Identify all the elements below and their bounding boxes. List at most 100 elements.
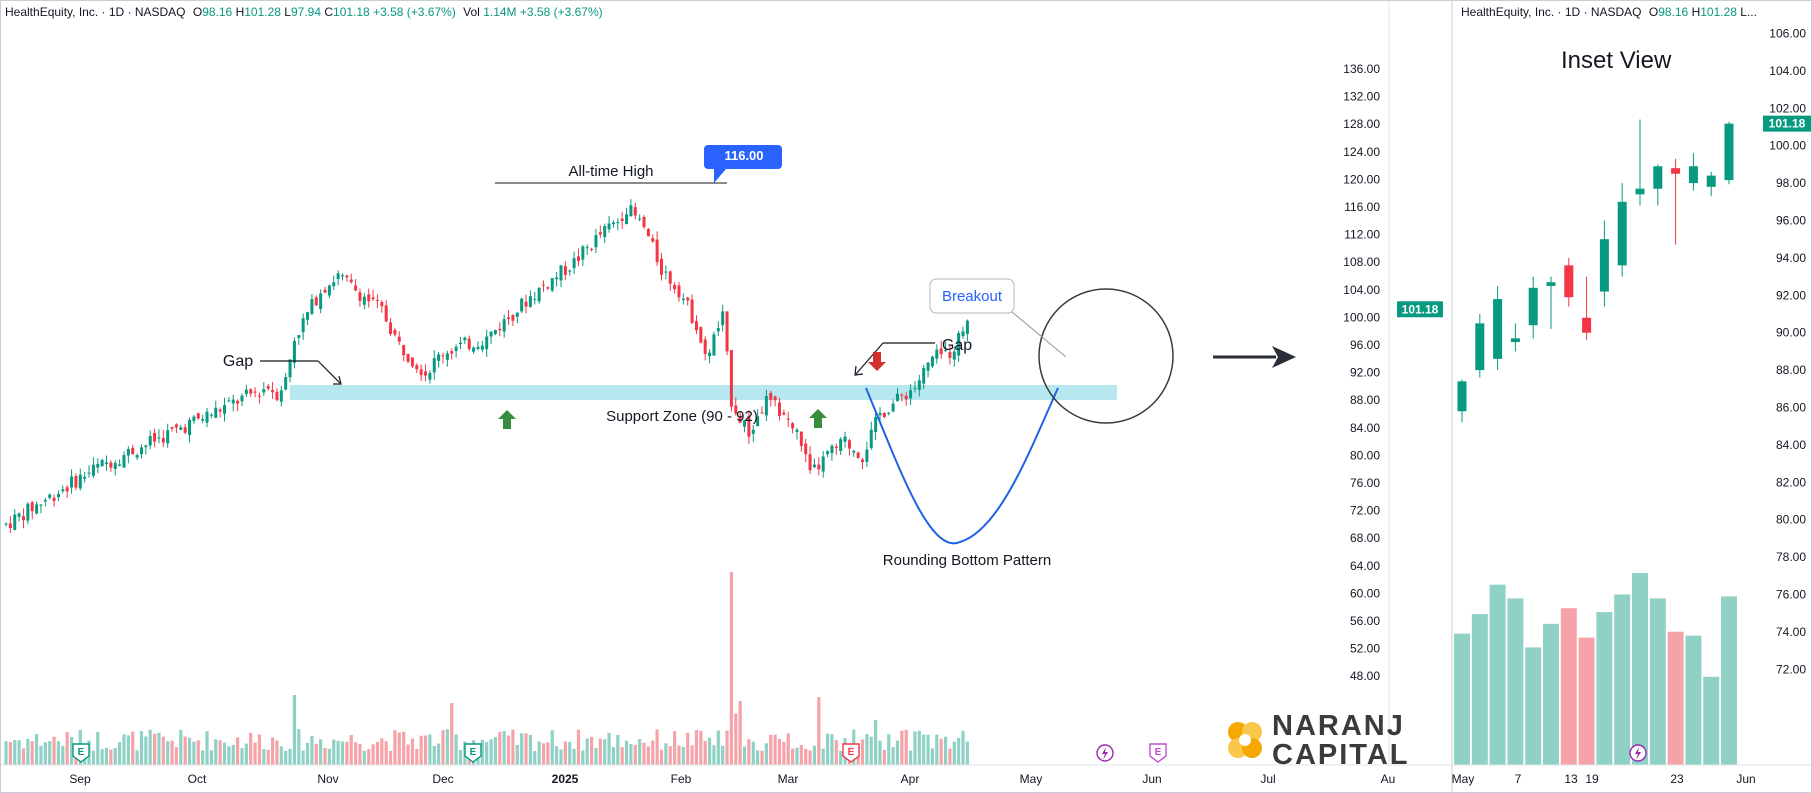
candle-body	[463, 337, 467, 341]
volume-bar	[485, 742, 489, 765]
candle-body	[603, 225, 607, 238]
y-tick-label: 60.00	[1350, 586, 1380, 600]
green-up-arrow	[809, 409, 827, 428]
candle-body	[590, 248, 594, 250]
last-price-tag	[1397, 301, 1443, 318]
candle-body	[367, 294, 371, 302]
candle-body	[402, 344, 406, 356]
candle-body	[581, 246, 585, 260]
volume-bar	[887, 734, 891, 765]
volume-bar	[297, 729, 301, 765]
volume-bar	[384, 741, 388, 765]
candle-body	[808, 454, 812, 471]
volume-bar	[812, 745, 817, 765]
candle-body	[48, 494, 52, 498]
volume-bar	[310, 736, 314, 765]
volume-bar	[629, 744, 633, 765]
candle-body	[533, 298, 537, 300]
volume-bar	[489, 739, 493, 765]
inset-candle-body	[1706, 175, 1716, 187]
volume-bar	[799, 744, 803, 765]
volume-bar	[616, 734, 620, 765]
volume-bar	[528, 734, 532, 765]
volume-bar	[279, 746, 283, 765]
candle-body	[166, 430, 170, 444]
inset-y-tick-label: 108.00	[1769, 0, 1806, 3]
candle-body	[253, 391, 257, 393]
volume-bar	[825, 733, 830, 765]
candle-body	[961, 331, 965, 337]
volume-bar	[690, 745, 694, 765]
volume-bar	[288, 748, 292, 765]
candle-body	[74, 476, 78, 488]
candle-body	[756, 416, 760, 427]
volume-bar	[319, 739, 323, 765]
badge-label: E	[848, 747, 855, 758]
volume-bar	[26, 738, 30, 765]
inset-volume-bar	[1649, 598, 1666, 765]
volume-bar	[721, 745, 725, 765]
inset-y-tick-label: 84.00	[1776, 438, 1806, 452]
volume-bar	[21, 748, 26, 765]
inset-last-price-label: 101.18	[1769, 117, 1806, 131]
volume-bar	[677, 745, 681, 765]
volume-bar	[694, 730, 699, 765]
candle-body	[568, 270, 572, 272]
volume-bar	[585, 738, 589, 765]
volume-bar	[209, 750, 213, 765]
volume-bar	[144, 736, 148, 765]
candle-body	[594, 235, 598, 248]
inset-candle-body	[1528, 287, 1538, 326]
inset-y-tick-label: 100.00	[1769, 139, 1806, 153]
volume-bar	[834, 739, 838, 765]
inset-candle-body	[1564, 265, 1574, 298]
candle-body	[895, 393, 899, 402]
badge-label: E	[78, 747, 85, 758]
y-tick-label: 136.00	[1343, 62, 1380, 76]
volume-bar	[275, 740, 279, 765]
candle-body	[738, 415, 742, 423]
candle-body	[78, 474, 82, 489]
x-tick-label: Jun	[1142, 772, 1161, 786]
candle-body	[926, 362, 930, 371]
inset-volume-bar	[1471, 614, 1488, 765]
candle-body	[559, 265, 563, 281]
inset-candles	[1457, 119, 1734, 423]
volume-bar	[4, 741, 8, 765]
volume-bar	[511, 729, 515, 765]
y-tick-label: 64.00	[1350, 559, 1380, 573]
candle-body	[445, 353, 449, 360]
candle-body	[244, 389, 248, 394]
candle-body	[257, 395, 261, 397]
volume-bar	[891, 747, 895, 765]
volume-bar	[756, 750, 760, 765]
volume-bar	[314, 743, 318, 765]
candle-body	[620, 218, 624, 221]
inset-header-tail: L...	[1740, 5, 1757, 19]
candle-body	[43, 500, 47, 502]
volume-bar	[227, 746, 231, 765]
candle-body	[231, 399, 235, 404]
x-tick-label: Apr	[901, 772, 920, 786]
earnings-badge-1: E	[72, 743, 90, 763]
candle-body	[957, 333, 961, 356]
candle-body	[4, 523, 8, 525]
inset-arrow-head	[1272, 346, 1296, 368]
volume-bar	[865, 734, 869, 765]
volume-bar	[480, 739, 484, 765]
candle-body	[380, 301, 384, 307]
volume-bar	[222, 742, 227, 765]
inset-y-tick-label: 106.00	[1769, 27, 1806, 41]
candle-body	[17, 513, 21, 517]
volume-bar	[196, 740, 200, 765]
volume-bar	[581, 750, 585, 765]
candle-body	[572, 258, 576, 269]
volume-bar	[673, 731, 677, 765]
y-tick-label: 96.00	[1350, 338, 1380, 352]
inset-title: Inset View	[1561, 47, 1672, 74]
candle-body	[690, 299, 694, 323]
y-tick-label: 80.00	[1350, 448, 1380, 462]
x-tick-label: 2025	[552, 772, 579, 786]
candle-body	[432, 358, 436, 373]
